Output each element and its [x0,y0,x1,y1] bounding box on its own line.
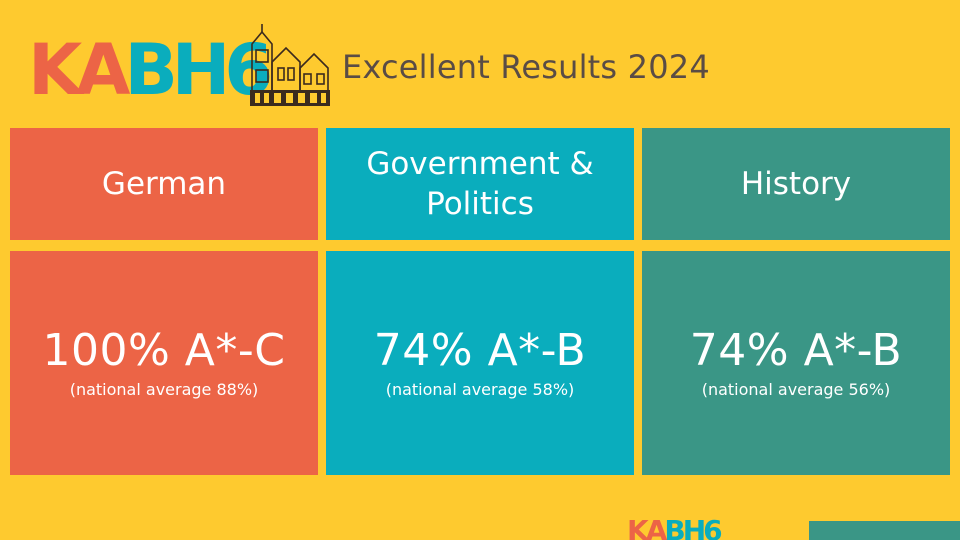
result-cell-history: 74% A*-B (national average 56%) [642,251,950,475]
subject-label: German [101,166,227,202]
result-cell-german: 100% A*-C (national average 88%) [10,251,318,475]
thumbnail-logo: KABH6 [627,514,723,540]
logo-letter-h: H [171,29,231,111]
subject-label: Government & Politics [366,146,594,222]
page-title: Excellent Results 2024 [342,48,710,86]
national-average-note: (national average 58%) [385,380,575,399]
kabh6-logo: K A B H 6 [28,22,330,111]
result-cell-government-politics: 74% A*-B (national average 58%) [326,251,634,475]
logo-letter-k: K [28,29,82,111]
thumbnail-teal-block [809,521,960,540]
next-slide-thumbnail[interactable]: KABH6 [623,514,960,540]
logo-letter-b: B [124,29,177,111]
national-average-note: (national average 56%) [701,380,891,399]
result-value: 74% A*-B [689,325,903,376]
result-value: 74% A*-B [373,325,587,376]
subject-label: History [740,166,852,202]
national-average-note: (national average 88%) [69,380,259,399]
result-value: 100% A*-C [42,325,286,376]
logo-letter-a: A [76,29,130,111]
logo-wordmark: K A B H 6 [28,29,273,111]
header-cell-german: German [10,128,318,240]
header-cell-history: History [642,128,950,240]
header-cell-government-politics: Government & Politics [326,128,634,240]
school-building-icon [250,24,330,106]
